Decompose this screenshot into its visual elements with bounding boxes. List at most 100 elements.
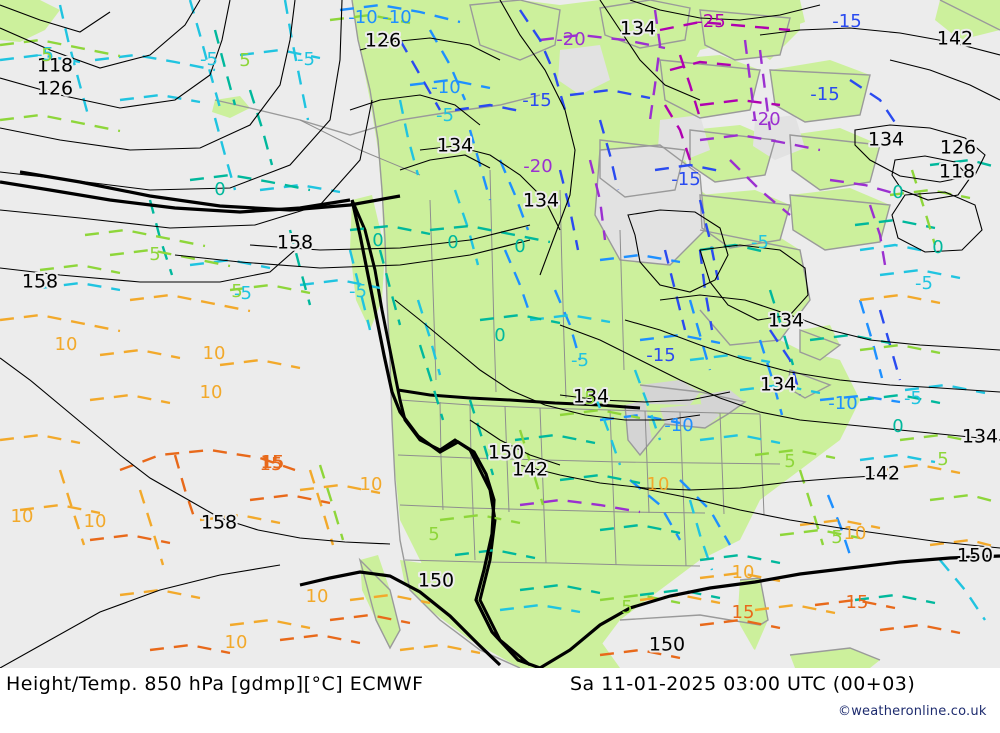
temp-contour-label: 0 bbox=[214, 179, 225, 200]
temp-contour-minus25 bbox=[659, 20, 791, 161]
height-contour-label: 126 bbox=[37, 78, 73, 100]
height-contour-layer bbox=[0, 0, 1000, 668]
height-contour-label: 150 bbox=[418, 570, 454, 592]
temp-contour-label: -5 bbox=[297, 49, 315, 70]
product-title: Height/Temp. 850 hPa [gdmp][°C] ECMWF bbox=[6, 673, 424, 695]
height-contour-label-halo: 158 bbox=[22, 271, 58, 293]
height-contour-label: 126 bbox=[940, 137, 976, 159]
temp-contour-label: 10 bbox=[732, 562, 755, 583]
temp-contour-label: 15 bbox=[260, 454, 283, 475]
height-contour-label-halo: 118 bbox=[37, 55, 73, 77]
height-contour-label-halo: 126 bbox=[365, 30, 401, 52]
height-contour-label: 142 bbox=[512, 459, 548, 481]
height-contour-label-halo: 150 bbox=[418, 570, 454, 592]
height-contour-label-halo: 142 bbox=[937, 28, 973, 50]
temp-contour-label: 10 bbox=[306, 586, 329, 607]
height-contour-label: 118 bbox=[939, 161, 975, 183]
height-contour-label: 158 bbox=[277, 232, 313, 254]
temp-label-group: -5-10 -10-20-25 -15-5 -5-15-20-10-20-15-15-… bbox=[11, 7, 949, 653]
height-contour-label: 134 bbox=[760, 374, 796, 396]
height-contour-label: 134 bbox=[768, 310, 804, 332]
temp-contour-label: 10 bbox=[84, 511, 107, 532]
height-contour-label: 134 bbox=[962, 426, 998, 448]
temp-contour-label: 5 bbox=[239, 50, 250, 71]
temp-contour-label: 5 bbox=[584, 388, 595, 409]
height-contour-label: 134 bbox=[437, 135, 473, 157]
temp-contour-label: -5 bbox=[234, 283, 252, 304]
temp-contour-label: 0 bbox=[514, 236, 525, 257]
coastline-layer bbox=[214, 0, 1000, 668]
temp-contour-label: -10 bbox=[348, 7, 377, 28]
height-contour-label-halo: 118 bbox=[939, 161, 975, 183]
national-border-layer bbox=[350, 199, 641, 667]
temp-contour-label: 0 bbox=[892, 182, 903, 203]
temp-contour-label: -5 bbox=[436, 105, 454, 126]
temp-contour-label: -20 bbox=[556, 29, 585, 50]
height-contour-label-halo: 134 bbox=[760, 374, 796, 396]
height-contour-label: 150 bbox=[649, 634, 685, 656]
temp-contour-label: 10 bbox=[647, 474, 670, 495]
height-contour-label: 142 bbox=[864, 463, 900, 485]
temp-contour-minus20 bbox=[519, 9, 901, 514]
height-contour-label: 118 bbox=[37, 55, 73, 77]
height-contour-bold-layer bbox=[0, 170, 1000, 668]
temp-contour-label: -10 bbox=[828, 393, 857, 414]
height-contour-label-halo: 126 bbox=[940, 137, 976, 159]
height-contour-label: 158 bbox=[201, 512, 237, 534]
temp-contour-label: -15 bbox=[671, 169, 700, 190]
landmass-layer bbox=[0, 0, 1000, 668]
temp-contour-plus15 bbox=[89, 448, 961, 660]
temp-contour-label: 15 bbox=[261, 452, 284, 473]
height-contour-label-halo: 142 bbox=[512, 459, 548, 481]
temp-contour-label: 5 bbox=[621, 597, 632, 618]
height-contour-label: 150 bbox=[957, 545, 993, 567]
height-contour-label-halo: 134 bbox=[573, 386, 609, 408]
height-contour-label-halo: 126 bbox=[37, 78, 73, 100]
height-contour-label-halo: 158 bbox=[277, 232, 313, 254]
temp-contour-label: -25 bbox=[696, 11, 725, 32]
temp-contour-minus15 bbox=[398, 9, 902, 396]
temp-contour-label: 0 bbox=[372, 230, 383, 251]
height-contour-label: 134 bbox=[573, 386, 609, 408]
border-layer bbox=[299, 119, 781, 567]
temp-contour-label: 15 bbox=[846, 592, 869, 613]
temp-contour-label: -15 bbox=[646, 345, 675, 366]
temp-contour-plus5 bbox=[0, 13, 1000, 605]
temp-contour-label: -5 bbox=[36, 44, 54, 65]
height-contour-label: 150 bbox=[488, 442, 524, 464]
height-contour-label-halo: 150 bbox=[957, 545, 993, 567]
temp-contour-label: -10 bbox=[664, 415, 693, 436]
temp-contour-label: 5 bbox=[937, 449, 948, 470]
temp-contour-label: -5 bbox=[915, 273, 933, 294]
map-canvas[interactable]: 118 118 126 126 126 126 134 134 142 142 134 134 126 1… bbox=[0, 0, 1000, 668]
temp-contour-label: 5 bbox=[831, 527, 842, 548]
temp-contour-label: 5 bbox=[784, 451, 795, 472]
temp-contour-label: 10 bbox=[360, 474, 383, 495]
temp-contour-label: 5 bbox=[149, 244, 160, 265]
temp-contour-label: 0 bbox=[494, 325, 505, 346]
temp-contour-label: -5 bbox=[200, 49, 218, 70]
temp-contour-label: 0 bbox=[892, 416, 903, 437]
temp-contour-label: -15 bbox=[832, 11, 861, 32]
height-contour-label-halo: 134 bbox=[768, 310, 804, 332]
temp-contour-label: 10 bbox=[11, 506, 34, 527]
height-contour-label-halo: 150 bbox=[488, 442, 524, 464]
temp-contour-minus5 bbox=[0, 0, 986, 621]
height-contour-label-halo: 150 bbox=[649, 634, 685, 656]
height-contour-label-halo: 142 bbox=[864, 463, 900, 485]
temp-contour-label: -15 bbox=[810, 84, 839, 105]
temp-contour-label: -10 bbox=[382, 7, 411, 28]
height-contour-label-halo: 134 bbox=[437, 135, 473, 157]
temp-contour-label: -20 bbox=[523, 156, 552, 177]
height-contour-label: 134 bbox=[523, 190, 559, 212]
temp-contour-label: 0 bbox=[932, 237, 943, 258]
temp-contour-label: -5 bbox=[904, 388, 922, 409]
temp-contour-label: 10 bbox=[203, 343, 226, 364]
height-contour-label: 134 bbox=[868, 129, 904, 151]
temp-contour-zero bbox=[148, 29, 1000, 605]
valid-time-label: Sa 11-01-2025 03:00 UTC (00+03) bbox=[570, 673, 916, 695]
temp-contour-label: -5 bbox=[751, 232, 769, 253]
